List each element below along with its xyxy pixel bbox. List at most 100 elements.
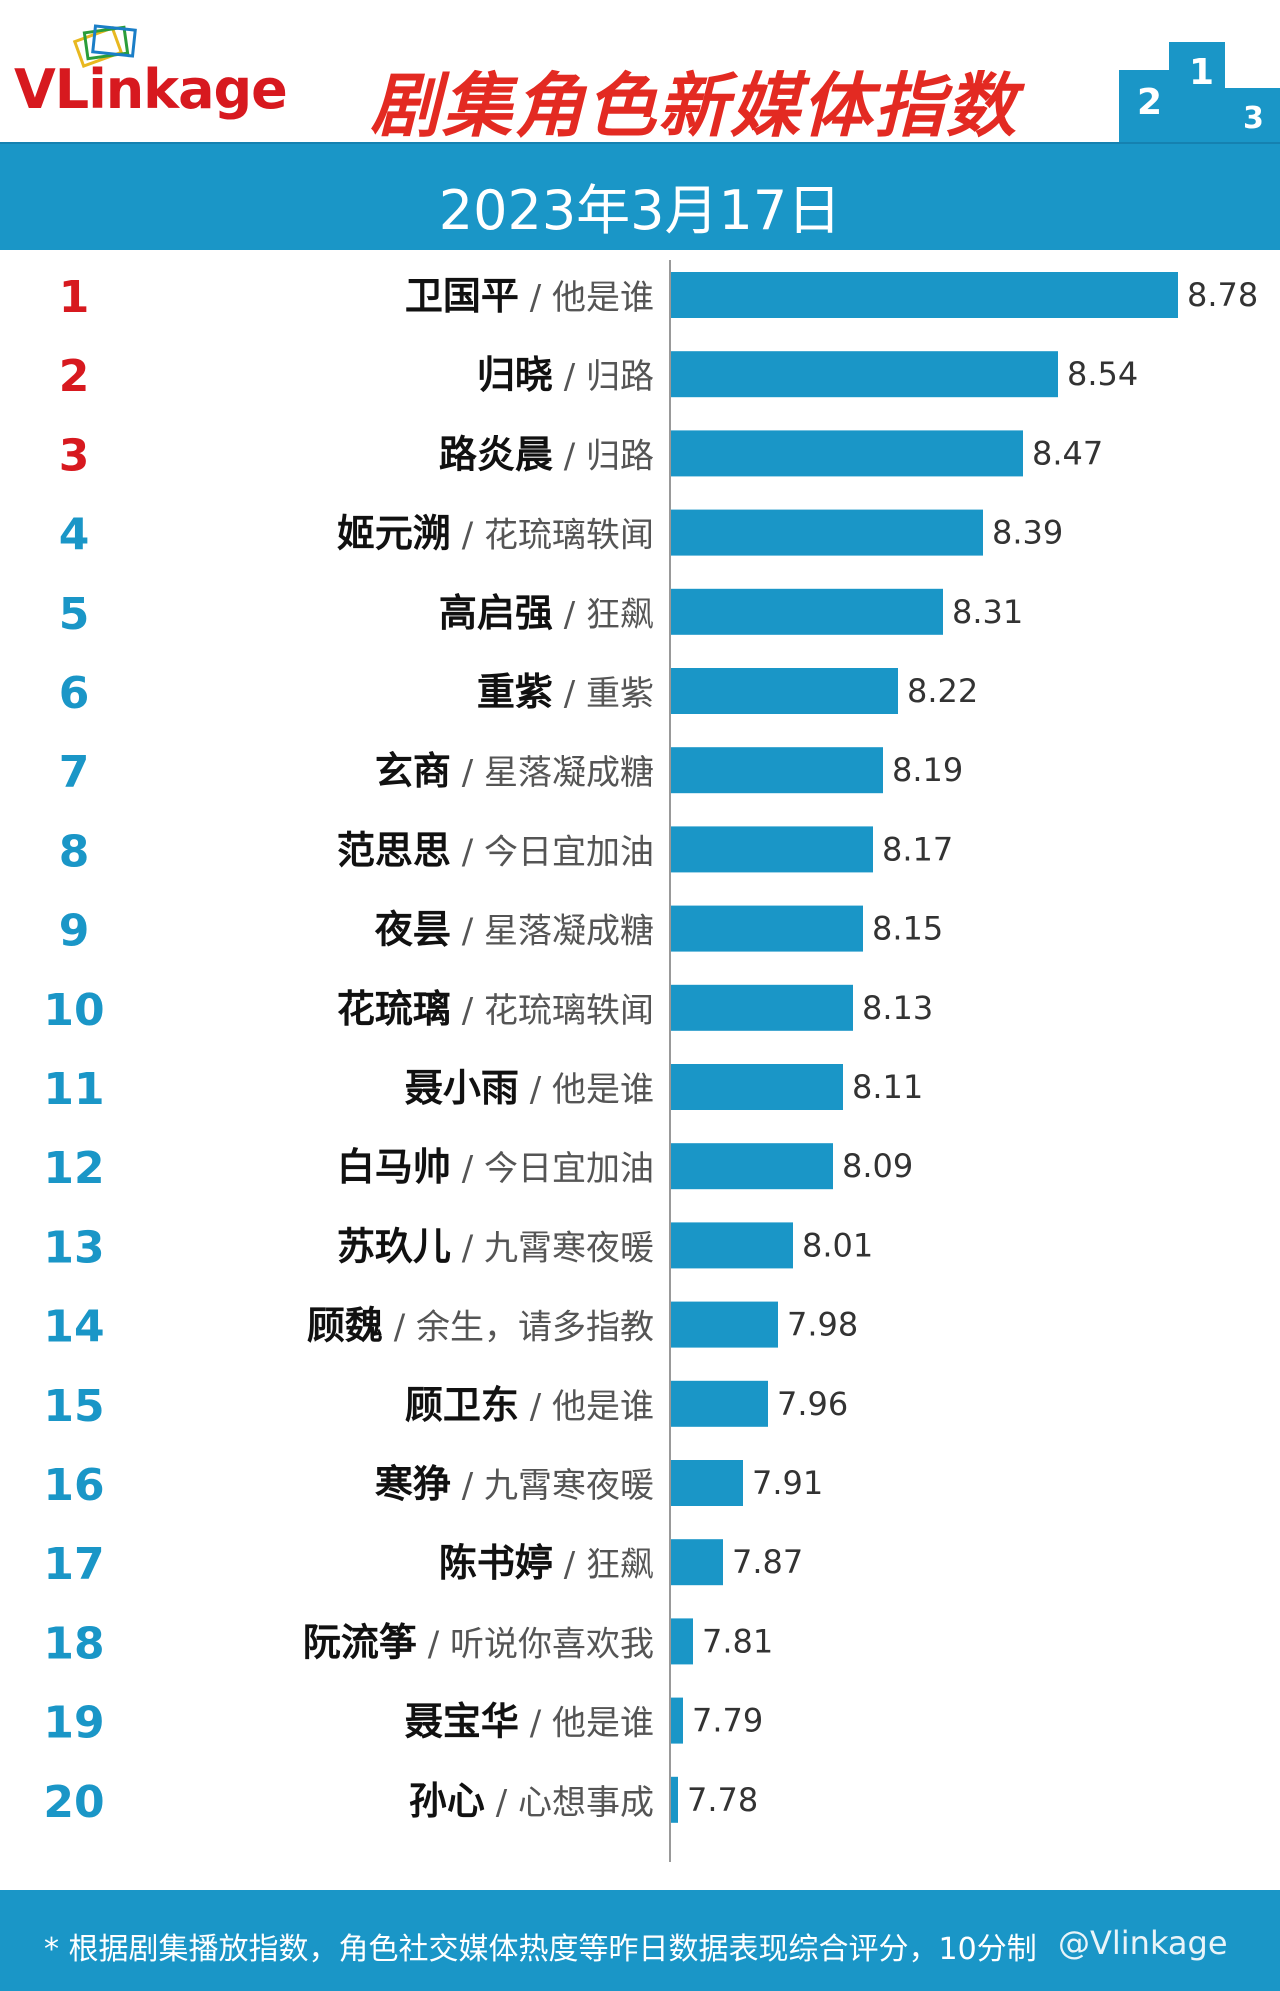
drama-title: / 他是谁	[519, 1704, 654, 1744]
rank-number: 19	[43, 1698, 104, 1749]
character-name: 顾卫东	[405, 1383, 519, 1427]
ranking-bar-chart: 1 卫国平 / 他是谁 8.78 2 归晓 / 归路 8.54 3 路炎晨 / 归路 8.47 4…	[43, 260, 1258, 1862]
drama-title: / 他是谁	[519, 1070, 654, 1110]
bar	[671, 1460, 743, 1506]
row-label: 路炎晨 / 归路	[439, 432, 654, 476]
bar	[671, 826, 873, 873]
value-label: 8.78	[1187, 276, 1258, 314]
bar	[671, 1064, 843, 1110]
bar	[671, 430, 1023, 477]
header: VLinkage 剧集角色新媒体指数 2 1 3	[0, 0, 1280, 147]
row-label: 花琉璃 / 花琉璃轶闻	[337, 987, 654, 1031]
bar	[671, 272, 1178, 318]
rank-number: 14	[43, 1302, 104, 1353]
drama-title: / 他是谁	[519, 1387, 654, 1427]
row-label: 姬元溯 / 花琉璃轶闻	[337, 512, 654, 556]
footnote: * 根据剧集播放指数，角色社交媒体热度等昨日数据表现综合评分，10分制	[44, 1932, 1037, 1967]
rank-number: 18	[43, 1618, 104, 1669]
row-label: 苏玖儿 / 九霄寒夜暖	[337, 1224, 654, 1268]
drama-title: / 重紫	[553, 674, 654, 714]
rank-number: 10	[43, 985, 104, 1036]
rank-number: 20	[43, 1777, 104, 1828]
rank-number: 11	[43, 1064, 104, 1115]
bar	[671, 1222, 793, 1269]
drama-title: / 归路	[553, 436, 654, 476]
character-name: 阮流筝	[303, 1620, 417, 1664]
value-label: 8.47	[1032, 434, 1103, 472]
bar	[671, 1539, 723, 1586]
value-label: 8.01	[802, 1226, 873, 1264]
row-label: 白马帅 / 今日宜加油	[337, 1145, 654, 1189]
rank-number: 16	[43, 1460, 104, 1511]
value-label: 7.79	[692, 1702, 763, 1740]
drama-title: / 归路	[553, 357, 654, 397]
drama-title: / 今日宜加油	[451, 1149, 654, 1189]
value-label: 8.22	[907, 672, 978, 710]
rank-number: 5	[59, 589, 90, 640]
character-name: 夜昙	[374, 908, 451, 952]
drama-title: / 花琉璃轶闻	[451, 991, 654, 1031]
row-label: 高启强 / 狂飙	[439, 591, 654, 635]
character-name: 苏玖儿	[337, 1224, 451, 1268]
character-name: 范思思	[337, 828, 451, 872]
bar	[671, 1697, 683, 1744]
row-label: 孙心 / 心想事成	[409, 1779, 654, 1823]
logo-cards-icon	[72, 24, 137, 68]
character-name: 重紫	[477, 670, 553, 714]
value-label: 8.09	[842, 1147, 913, 1185]
bar	[671, 351, 1058, 398]
drama-title: / 听说你喜欢我	[417, 1624, 654, 1664]
footer: * 根据剧集播放指数，角色社交媒体热度等昨日数据表现综合评分，10分制 @Vli…	[0, 1890, 1280, 1991]
bar	[671, 1380, 768, 1427]
rank-number: 3	[59, 430, 90, 481]
value-label: 8.31	[952, 593, 1023, 631]
podium-icon: 2 1 3	[1119, 42, 1280, 142]
row-label: 聂小雨 / 他是谁	[405, 1066, 654, 1110]
value-label: 7.81	[702, 1622, 773, 1660]
drama-title: / 星落凝成糖	[451, 912, 654, 952]
bar	[671, 588, 943, 635]
bar	[671, 1618, 693, 1665]
character-name: 卫国平	[405, 274, 519, 318]
row-label: 重紫 / 重紫	[477, 670, 654, 714]
bar	[671, 509, 983, 556]
drama-title: / 狂飙	[553, 595, 654, 635]
value-label: 8.15	[872, 910, 943, 948]
character-name: 花琉璃	[337, 987, 451, 1031]
drama-title: / 他是谁	[519, 278, 654, 318]
value-label: 8.13	[862, 989, 933, 1027]
report-date: 2023年3月17日	[438, 179, 842, 242]
character-name: 陈书婷	[439, 1541, 553, 1585]
bar	[671, 905, 863, 952]
drama-title: / 今日宜加油	[451, 832, 654, 872]
value-label: 8.17	[882, 830, 953, 868]
character-name: 高启强	[439, 591, 553, 635]
drama-title: / 余生，请多指教	[383, 1308, 654, 1348]
row-label: 范思思 / 今日宜加油	[337, 828, 654, 872]
rank-number: 2	[59, 351, 90, 402]
rank-number: 13	[43, 1222, 104, 1273]
row-label: 卫国平 / 他是谁	[405, 274, 654, 318]
row-label: 聂宝华 / 他是谁	[405, 1700, 654, 1744]
svg-text:2: 2	[1137, 82, 1162, 123]
rank-number: 1	[59, 272, 90, 323]
character-name: 玄商	[375, 749, 451, 793]
value-label: 8.19	[892, 751, 963, 789]
svg-text:1: 1	[1189, 52, 1214, 93]
row-label: 顾魏 / 余生，请多指教	[307, 1304, 654, 1348]
rank-number: 8	[59, 826, 90, 877]
character-name: 聂宝华	[405, 1700, 519, 1744]
row-label: 归晓 / 归路	[477, 353, 654, 397]
row-label: 陈书婷 / 狂飙	[439, 1541, 654, 1585]
vlinkage-logo: VLinkage	[14, 58, 288, 121]
character-name: 白马帅	[337, 1145, 451, 1189]
value-label: 8.11	[852, 1068, 923, 1106]
character-name: 寒狰	[375, 1462, 451, 1506]
value-label: 7.87	[732, 1543, 803, 1581]
value-label: 8.39	[992, 514, 1063, 552]
row-label: 玄商 / 星落凝成糖	[375, 749, 654, 793]
row-label: 顾卫东 / 他是谁	[405, 1383, 654, 1427]
character-name: 归晓	[477, 353, 553, 397]
row-label: 夜昙 / 星落凝成糖	[374, 908, 654, 952]
bar	[671, 747, 883, 794]
